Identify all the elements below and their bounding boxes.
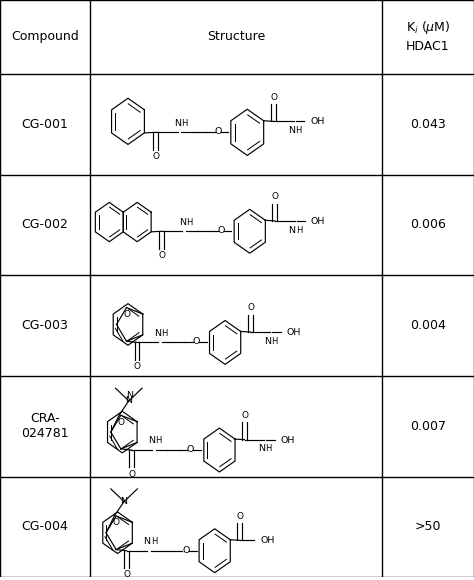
Text: O: O xyxy=(187,445,194,454)
Text: HDAC1: HDAC1 xyxy=(406,39,450,53)
Text: N: N xyxy=(125,396,132,405)
Text: H: H xyxy=(271,337,277,346)
Text: O: O xyxy=(113,519,119,527)
Text: OH: OH xyxy=(286,328,301,337)
Text: O: O xyxy=(128,470,135,478)
Text: CG-002: CG-002 xyxy=(22,219,68,231)
Text: 0.007: 0.007 xyxy=(410,420,446,433)
Text: OH: OH xyxy=(261,536,275,545)
Text: O: O xyxy=(182,546,190,554)
Text: O: O xyxy=(217,226,225,235)
Text: O: O xyxy=(247,303,254,312)
Text: N: N xyxy=(258,444,265,454)
Text: N: N xyxy=(264,337,271,346)
Text: O: O xyxy=(124,571,130,579)
Text: >50: >50 xyxy=(415,520,441,534)
Text: 0.004: 0.004 xyxy=(410,319,446,332)
Text: CG-004: CG-004 xyxy=(22,520,68,534)
Text: N: N xyxy=(126,390,133,400)
Text: N: N xyxy=(120,497,128,506)
Text: OH: OH xyxy=(281,436,295,445)
Text: O: O xyxy=(153,152,160,161)
Text: N: N xyxy=(144,537,151,546)
Text: H: H xyxy=(186,218,192,227)
Text: H: H xyxy=(295,126,301,135)
Text: 0.006: 0.006 xyxy=(410,219,446,231)
Text: N: N xyxy=(174,118,181,128)
Text: O: O xyxy=(272,192,279,201)
Text: N: N xyxy=(179,218,186,227)
Text: O: O xyxy=(118,418,124,427)
Text: O: O xyxy=(123,310,130,319)
Text: O: O xyxy=(270,93,277,101)
Text: OH: OH xyxy=(310,117,325,126)
Text: N: N xyxy=(288,126,295,135)
Text: O: O xyxy=(134,362,141,371)
Text: N: N xyxy=(154,329,161,338)
Text: CG-003: CG-003 xyxy=(22,319,68,332)
Text: K$_i$ ($\mu$M): K$_i$ ($\mu$M) xyxy=(406,19,450,36)
Text: H: H xyxy=(161,329,167,338)
Text: H: H xyxy=(265,444,272,454)
Text: H: H xyxy=(181,118,187,128)
Text: O: O xyxy=(237,512,244,521)
Text: O: O xyxy=(215,127,222,136)
Text: OH: OH xyxy=(311,217,325,226)
Text: CG-001: CG-001 xyxy=(22,118,68,130)
Text: H: H xyxy=(155,436,162,445)
Text: H: H xyxy=(296,226,302,235)
Text: Compound: Compound xyxy=(11,30,79,44)
Text: Structure: Structure xyxy=(207,30,265,44)
Text: H: H xyxy=(151,537,157,546)
Text: N: N xyxy=(148,436,155,445)
Text: O: O xyxy=(159,251,165,260)
Text: O: O xyxy=(241,411,248,420)
Text: N: N xyxy=(289,226,296,235)
Text: O: O xyxy=(192,338,200,346)
Text: 0.043: 0.043 xyxy=(410,118,446,130)
Text: CRA-
024781: CRA- 024781 xyxy=(21,412,69,440)
